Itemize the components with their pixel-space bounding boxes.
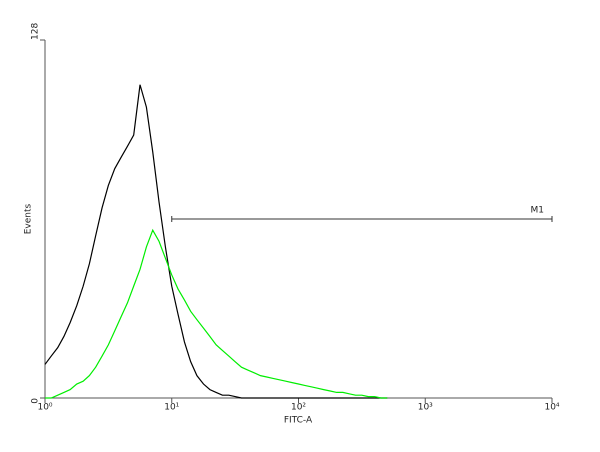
x-tick-label: 10¹ [164, 403, 179, 413]
y-axis-label: Events [24, 203, 34, 234]
histogram-line [45, 228, 388, 399]
x-tick-label: 10⁰ [37, 403, 52, 413]
x-tick-label: 10² [291, 403, 306, 413]
marker-label: M1 [531, 206, 545, 216]
x-tick-label: 10⁴ [544, 403, 559, 413]
histogram-line [44, 84, 388, 399]
y-tick-label: 0 [31, 398, 41, 404]
y-tick-label: 128 [31, 23, 41, 40]
x-tick-label: 10³ [418, 403, 433, 413]
x-axis-label: FITC-A [284, 416, 313, 426]
